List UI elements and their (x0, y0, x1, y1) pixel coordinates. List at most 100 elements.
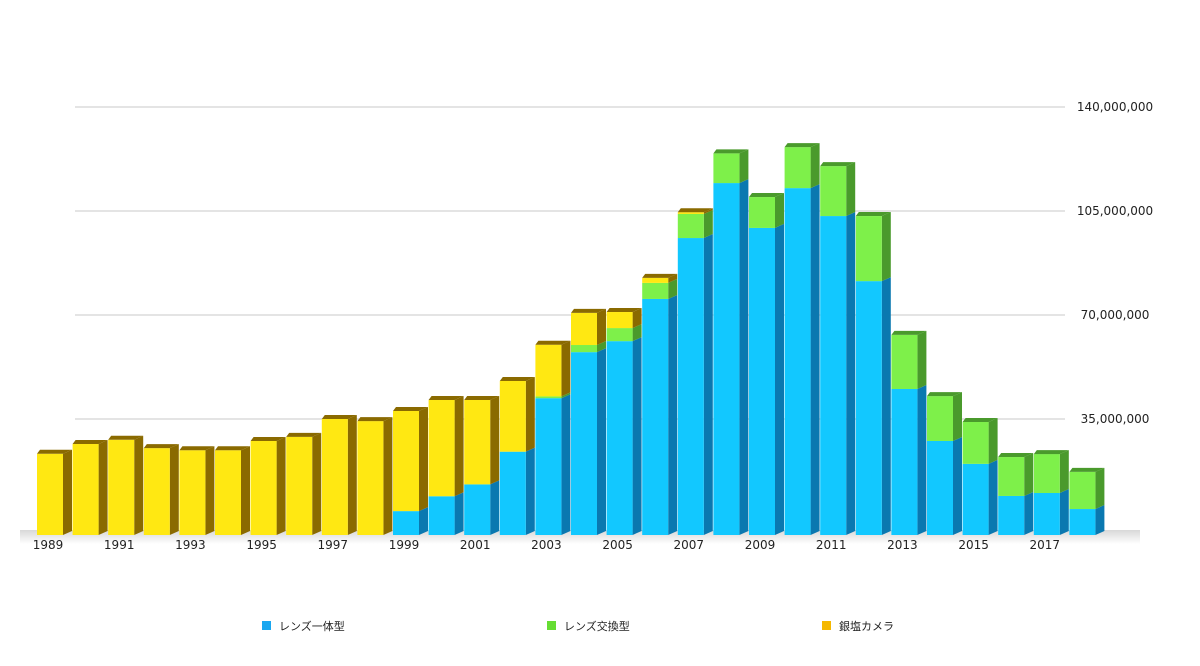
bar-segment-side (953, 392, 962, 441)
bar-segment-side (347, 415, 357, 535)
legend-label: 銀塩カメラ (839, 619, 894, 633)
bar-segment-side (917, 384, 927, 535)
x-tick-label: 2007 (674, 538, 705, 552)
bar-segment-side (953, 436, 962, 535)
bar-1997 (321, 415, 357, 535)
legend-item: レンズ一体型 (262, 619, 345, 633)
bar-top (250, 436, 286, 441)
bar-top (891, 330, 927, 335)
bar-segment (428, 496, 455, 535)
bar-segment-side (881, 277, 891, 535)
bar-segment (393, 410, 419, 512)
bar-2009 (749, 193, 784, 536)
bar-2014 (927, 392, 962, 535)
bar-top (998, 453, 1034, 458)
bar-segment-side (988, 417, 998, 464)
legend-swatch (822, 621, 831, 630)
bar-1995 (250, 436, 286, 535)
bar-top (820, 162, 856, 167)
bar-1990 (72, 439, 108, 535)
bar-segment (286, 436, 313, 535)
bar-2011 (820, 162, 856, 535)
bar-segment (321, 419, 348, 535)
bar-segment-side (739, 149, 749, 184)
bar-segment (37, 453, 63, 535)
bar-segment (357, 421, 384, 535)
bar-segment (677, 238, 704, 536)
bar-segment-side (810, 184, 820, 535)
bar-segment (998, 495, 1025, 535)
bar-segment-side (454, 395, 464, 497)
bar-segment (1033, 492, 1060, 535)
bar-top (72, 439, 108, 444)
bar-2013 (891, 330, 927, 535)
bar-2001 (464, 395, 500, 535)
bar-1998 (357, 417, 393, 535)
bar-segment (606, 341, 633, 535)
bar-segment (749, 227, 775, 536)
bar-segment-side (419, 507, 428, 535)
bar-2016 (998, 453, 1034, 535)
bar-2017 (1033, 450, 1069, 535)
bar-segment-side (205, 446, 215, 535)
bar-segment (820, 216, 847, 535)
bar-segment-side (632, 324, 642, 342)
bar-segment (250, 440, 277, 535)
bar-top (749, 193, 784, 198)
bar-segment-side (525, 447, 535, 535)
x-tick-label: 2001 (460, 538, 491, 552)
bar-segment (1069, 509, 1096, 535)
bar-segment-side (846, 212, 856, 535)
bar-segment (179, 450, 206, 535)
bar-segment-side (490, 395, 500, 485)
bar-segment (677, 213, 704, 239)
bar-segment (713, 153, 740, 184)
bar-segment (571, 352, 597, 535)
bar-segment (464, 484, 491, 535)
bar-segment-side (98, 439, 108, 535)
bar-segment-side (632, 308, 642, 329)
bar-segment-side (561, 340, 571, 397)
bar-segment-side (703, 234, 713, 536)
bar-1992 (143, 444, 179, 535)
bar-top (321, 415, 357, 419)
bar-segment (713, 183, 740, 535)
x-tick-label: 2009 (745, 538, 776, 552)
bar-segment (606, 312, 633, 329)
x-tick-label: 2011 (816, 538, 847, 552)
bar-segment (428, 399, 455, 497)
bar-2000 (428, 395, 464, 535)
bar-segment (927, 440, 953, 535)
bar-top (179, 446, 215, 451)
bar-segment (72, 443, 99, 535)
bar-segment-side (739, 179, 749, 535)
bar-segment-side (668, 273, 678, 283)
bar-top (962, 417, 998, 422)
bar-segment-side (525, 376, 535, 452)
bar-segment (606, 328, 633, 342)
bar-segment-side (632, 337, 642, 535)
bar-segment (820, 166, 847, 217)
x-tick-label: 1989 (33, 538, 64, 552)
y-tick-label: 35,000,000 (1081, 412, 1150, 426)
bar-segment (215, 450, 241, 535)
bar-segment (571, 312, 597, 346)
bar-top (499, 376, 535, 381)
bar-top (464, 395, 500, 400)
bar-segment (784, 188, 811, 535)
x-tick-label: 1991 (104, 538, 135, 552)
bar-segment (393, 511, 419, 535)
bar-segment (464, 399, 491, 485)
legend-label: レンズ一体型 (279, 619, 345, 633)
bar-segment-side (63, 449, 72, 535)
bar-segment (677, 212, 704, 214)
bar-segment-side (810, 143, 820, 189)
x-tick-label: 2013 (887, 538, 918, 552)
x-tick-label: 1993 (175, 538, 206, 552)
x-tick-label: 2003 (531, 538, 562, 552)
y-tick-label: 105,000,000 (1077, 204, 1153, 218)
legend-item: レンズ交換型 (547, 619, 630, 633)
bar-segment-side (703, 208, 713, 214)
bar-segment-side (276, 436, 286, 535)
x-tick-label: 1995 (246, 538, 277, 552)
